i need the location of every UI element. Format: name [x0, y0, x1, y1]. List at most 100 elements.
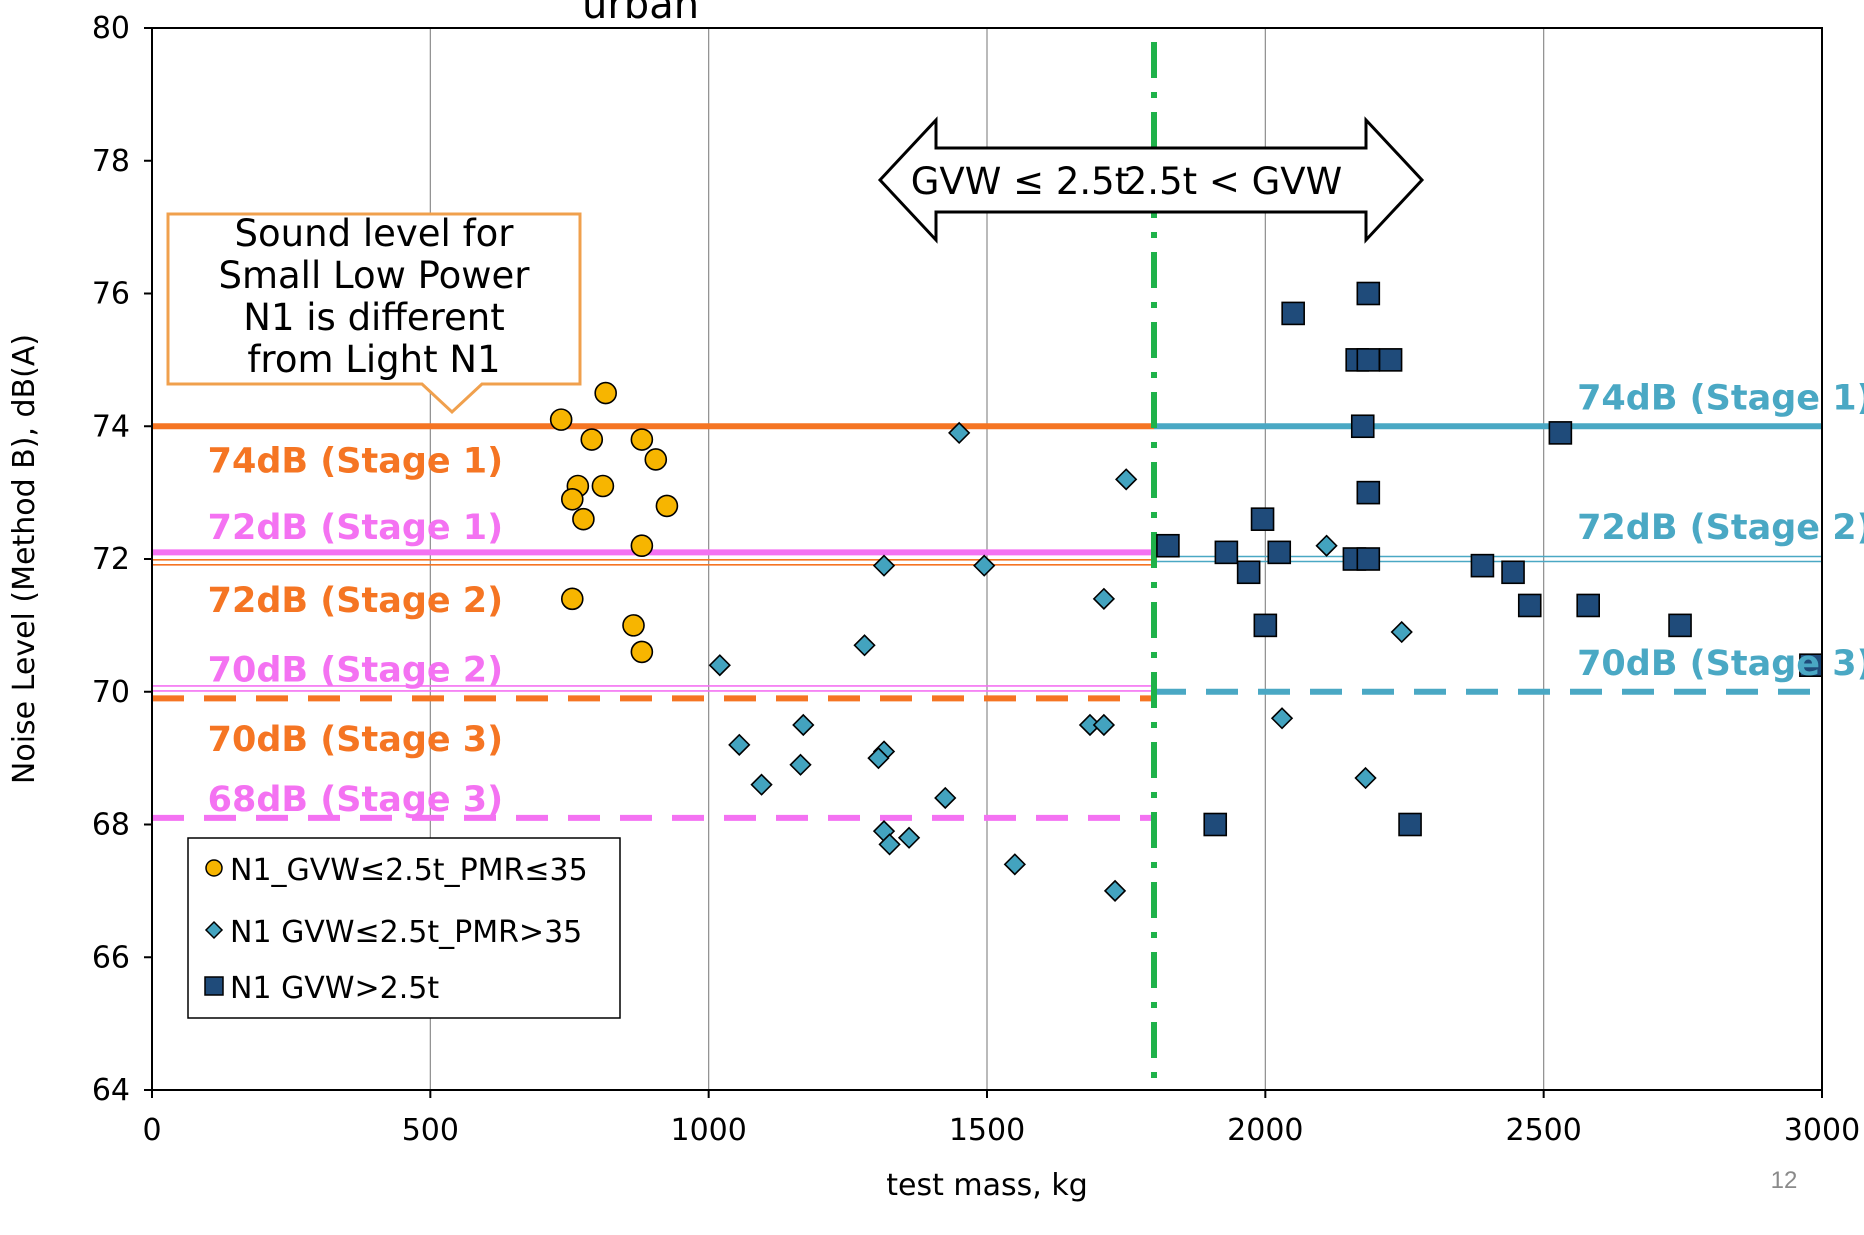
point-s2-20: [1668, 613, 1692, 638]
point-s0-3: [630, 428, 654, 451]
point-s0-11: [560, 587, 584, 611]
data-points: [549, 281, 1823, 903]
y-tick-label-8: 80: [92, 11, 130, 46]
x-tick-label-4: 2000: [1227, 1113, 1303, 1148]
limit-label-6: 74dB (Stage 1): [1577, 378, 1864, 418]
point-s1-7: [792, 713, 815, 737]
point-s2-0: [1356, 281, 1381, 306]
point-s0-10: [630, 534, 654, 558]
point-s2-6: [1548, 421, 1573, 445]
point-s2-10: [1214, 540, 1239, 565]
y-tick-label-0: 64: [92, 1073, 130, 1108]
y-tick-label-4: 72: [92, 542, 130, 577]
point-s0-12: [622, 614, 645, 637]
point-s2-5: [1350, 414, 1375, 439]
point-s2-15: [1236, 560, 1261, 585]
point-s2-23: [1398, 812, 1422, 837]
x-tick-label-6: 3000: [1784, 1113, 1860, 1148]
point-s1-18: [878, 833, 901, 856]
point-s1-4: [1092, 587, 1116, 610]
callout-shape: [166, 212, 582, 415]
callout-line-1: Sound level for: [235, 212, 515, 255]
point-s0-0: [549, 408, 573, 431]
y-tick-label-5: 74: [92, 409, 130, 444]
limit-label-8: 70dB (Stage 3): [1577, 644, 1864, 684]
point-s0-7: [560, 487, 584, 511]
x-tick-label-3: 1500: [949, 1113, 1025, 1148]
point-s2-9: [1156, 533, 1180, 558]
legend-circle-marker: [205, 859, 223, 877]
point-s1-24: [1354, 766, 1377, 790]
point-s1-21: [1315, 534, 1338, 557]
point-s1-23: [1270, 707, 1294, 730]
page-number: 12: [1771, 1167, 1798, 1194]
point-s2-14: [1470, 553, 1495, 578]
point-s1-13: [789, 753, 812, 776]
x-tick-label-2: 1000: [670, 1113, 746, 1148]
point-s2-8: [1250, 507, 1275, 531]
point-s2-4: [1378, 348, 1403, 372]
point-s2-3: [1356, 348, 1381, 372]
point-s1-1: [1115, 468, 1138, 491]
legend: N1_GVW≤2.5t_PMR≤35 N1 GVW≤2.5t_PMR>35 N1…: [187, 837, 621, 1019]
gvw-double-arrow: GVW ≤ 2.5t 2.5t < GVW: [877, 116, 1425, 244]
legend-label-1: N1 GVW≤2.5t_PMR>35: [230, 915, 582, 950]
legend-label-0: N1_GVW≤2.5t_PMR≤35: [230, 853, 588, 888]
limit-label-1: 72dB (Stage 1): [208, 508, 504, 548]
point-s0-1: [594, 381, 617, 405]
chart-title-fragment: urban: [582, 0, 699, 28]
legend-diamond-marker: [204, 920, 224, 940]
point-s1-5: [853, 634, 876, 657]
point-s1-12: [867, 746, 890, 770]
legend-square-marker: [204, 976, 224, 996]
point-s1-9: [1092, 713, 1116, 737]
point-s0-6: [591, 474, 615, 498]
point-s1-14: [750, 773, 773, 796]
limit-label-0: 74dB (Stage 1): [208, 441, 504, 481]
y-axis-label: Noise Level (Method B), dB(A): [7, 334, 42, 784]
limit-label-7: 72dB (Stage 2): [1577, 508, 1864, 548]
point-s0-9: [572, 507, 595, 531]
x-axis-label: test mass, kg: [886, 1168, 1088, 1203]
point-s2-16: [1501, 560, 1525, 585]
callout-line-4: from Light N1: [247, 338, 500, 381]
y-tick-label-2: 68: [92, 808, 130, 843]
point-s1-2: [872, 554, 896, 577]
limit-label-5: 68dB (Stage 3): [208, 780, 504, 820]
point-s1-6: [708, 654, 731, 677]
point-s1-22: [1390, 620, 1413, 644]
point-s2-18: [1576, 593, 1600, 618]
point-s1-19: [1003, 853, 1026, 876]
point-s2-1: [1281, 301, 1305, 326]
point-s2-13: [1356, 547, 1381, 571]
title-subscript: urban: [582, 0, 699, 28]
point-s1-15: [934, 786, 957, 810]
point-s2-17: [1517, 593, 1542, 618]
point-s0-2: [580, 428, 604, 451]
legend-box: [187, 837, 621, 1019]
arrow-right-label: 2.5t < GVW: [1124, 160, 1342, 203]
y-tick-label-7: 78: [92, 144, 130, 179]
point-s0-8: [655, 494, 679, 518]
x-tick-label-0: 0: [142, 1113, 161, 1148]
limit-label-4: 70dB (Stage 3): [208, 720, 504, 760]
point-s1-20: [1103, 879, 1127, 903]
point-s1-10: [728, 733, 751, 756]
point-s2-7: [1356, 480, 1381, 505]
point-s1-17: [897, 826, 921, 849]
callout-box: Sound level for Small Low Power N1 is di…: [166, 212, 582, 415]
limit-label-2: 72dB (Stage 2): [208, 581, 504, 621]
callout-line-2: Small Low Power: [218, 254, 530, 297]
y-tick-label-1: 66: [92, 940, 130, 975]
point-s2-19: [1253, 613, 1278, 638]
point-s0-13: [630, 640, 654, 664]
point-s1-0: [948, 421, 971, 445]
arrow-left-label: GVW ≤ 2.5t: [911, 160, 1129, 203]
point-s2-11: [1267, 540, 1292, 565]
callout-line-3: N1 is different: [243, 296, 504, 339]
x-tick-label-1: 500: [402, 1113, 459, 1148]
double-arrow-icon: [877, 116, 1425, 244]
limit-label-3: 70dB (Stage 2): [208, 651, 504, 691]
y-tick-label-6: 76: [92, 277, 130, 312]
point-s1-3: [973, 554, 996, 577]
